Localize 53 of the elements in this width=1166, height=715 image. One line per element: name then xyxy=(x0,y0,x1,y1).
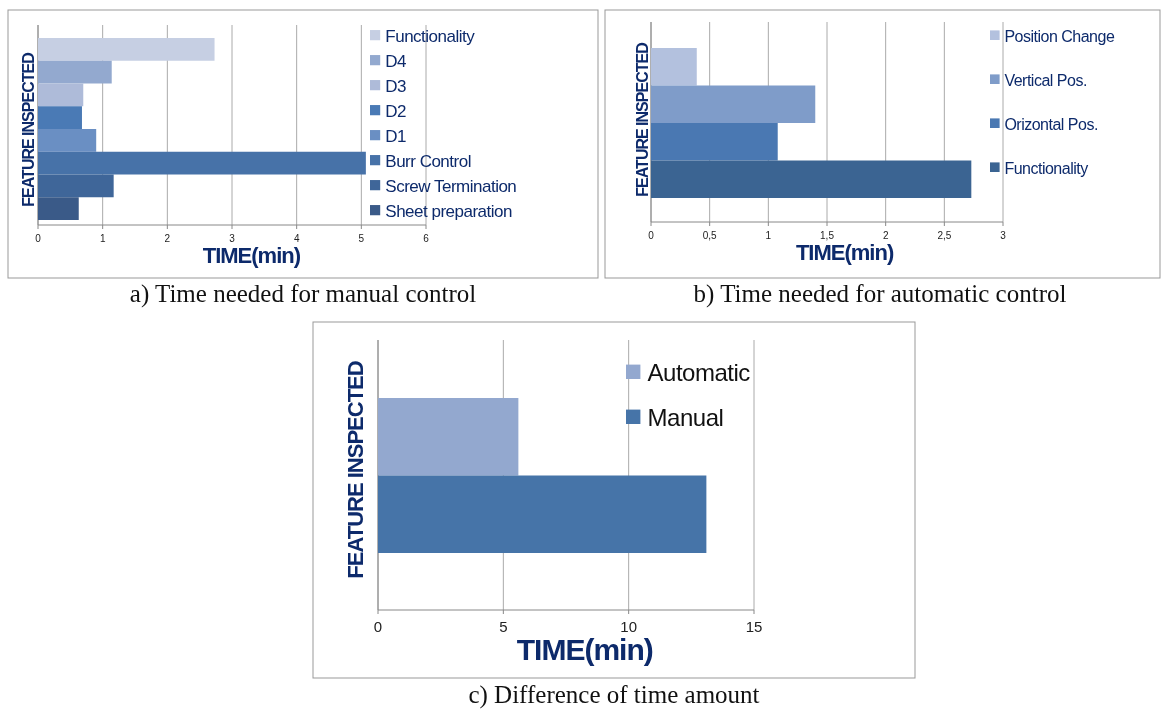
legend-label: Sheet preparation xyxy=(385,201,512,221)
legend-label: Screw Termination xyxy=(385,176,517,196)
bar xyxy=(651,123,778,161)
legend-label: Functionality xyxy=(385,26,476,46)
bar xyxy=(38,197,79,220)
x-tick-label: 0 xyxy=(35,233,42,244)
text: b) Time needed for automatic control xyxy=(693,280,1067,308)
y-axis-title: FEATURE INSPECTED xyxy=(634,42,651,197)
legend-label: D1 xyxy=(385,126,407,146)
legend-label: D3 xyxy=(385,76,407,96)
bar xyxy=(651,160,972,198)
legend-label: Orizontal Pos. xyxy=(1004,115,1098,133)
x-tick-label: 1,5 xyxy=(820,230,835,241)
legend-label: D4 xyxy=(385,51,407,71)
x-tick-label: 2 xyxy=(882,230,889,241)
x-tick-label: 5 xyxy=(358,233,365,244)
legend-label: Vertical Pos. xyxy=(1004,71,1087,89)
x-tick-label: 2,5 xyxy=(937,230,952,241)
x-axis-title: TIME(min) xyxy=(795,240,894,265)
x-tick-label: 3 xyxy=(229,233,236,244)
x-tick-label: 1 xyxy=(765,230,772,241)
bar xyxy=(38,151,366,175)
legend-label: Functionality xyxy=(1004,159,1089,177)
bar xyxy=(38,60,112,84)
legend-label: Burr Control xyxy=(385,151,471,171)
text: a) Time needed for manual control xyxy=(129,280,477,308)
bar xyxy=(38,174,114,198)
x-tick-label: 6 xyxy=(423,233,430,244)
x-axis-title: TIME(min) xyxy=(202,243,301,268)
y-axis-title: FEATURE INSPECTED xyxy=(343,361,368,579)
bar xyxy=(651,85,816,123)
x-axis-title: TIME(min) xyxy=(516,633,653,666)
bar xyxy=(38,106,82,129)
y-axis-title: FEATURE INSPECTED xyxy=(20,52,37,207)
bar xyxy=(651,48,697,86)
x-tick-label: 0 xyxy=(373,618,383,635)
legend-label: D2 xyxy=(385,101,407,121)
bar xyxy=(38,129,97,152)
x-tick-label: 2 xyxy=(164,233,171,244)
x-tick-label: 1 xyxy=(99,233,106,244)
x-tick-label: 3 xyxy=(1000,230,1007,241)
x-tick-label: 4 xyxy=(293,233,300,244)
legend-label: Position Change xyxy=(1004,27,1115,45)
bar xyxy=(38,83,84,107)
legend-label: Manual xyxy=(647,404,724,432)
legend-label: Automatic xyxy=(647,359,751,387)
x-tick-label: 0,5 xyxy=(702,230,718,241)
x-tick-label: 5 xyxy=(499,618,508,635)
bar xyxy=(38,38,215,61)
text: c) Difference of time amount xyxy=(468,681,760,709)
x-tick-label: 10 xyxy=(620,618,638,635)
x-tick-label: 15 xyxy=(745,618,763,635)
x-tick-label: 0 xyxy=(648,230,655,241)
